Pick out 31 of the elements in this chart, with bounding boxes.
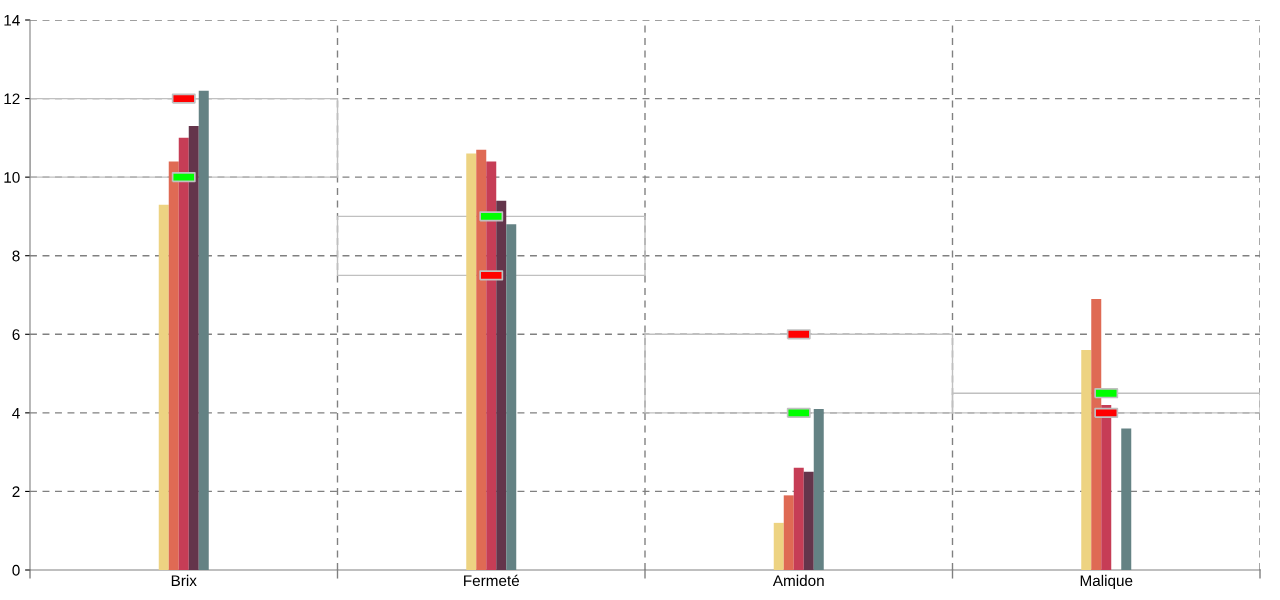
bar (1121, 428, 1132, 570)
x-tick-label: Fermeté (464, 574, 520, 587)
bar (178, 137, 189, 570)
bar (783, 495, 794, 570)
y-tick-label: 4 (12, 407, 20, 419)
bar (793, 467, 804, 570)
y-tick-label: 6 (12, 329, 20, 340)
bar (198, 90, 209, 570)
x-tick-label: Amidon (772, 574, 824, 587)
bar (466, 153, 477, 570)
bar (813, 408, 824, 570)
bar (496, 200, 507, 570)
bar (506, 224, 517, 570)
bar (476, 149, 487, 570)
bar (188, 126, 199, 570)
y-tick-label: 2 (12, 486, 20, 497)
y-tick-label: 8 (12, 250, 20, 262)
y-tick-label: 14 (4, 15, 20, 26)
y-tick-label: 10 (4, 172, 20, 183)
bar (773, 522, 784, 570)
bar (158, 204, 169, 570)
x-tick-label: Malique (1080, 574, 1133, 590)
y-tick-label: 0 (12, 564, 20, 576)
bar (486, 161, 497, 570)
x-tick-label: Brix (171, 574, 197, 586)
bar (168, 161, 179, 570)
bar (1081, 350, 1092, 570)
bar (1091, 298, 1102, 570)
bar (803, 471, 814, 570)
bar (1101, 405, 1112, 570)
y-tick-label: 12 (4, 93, 20, 105)
